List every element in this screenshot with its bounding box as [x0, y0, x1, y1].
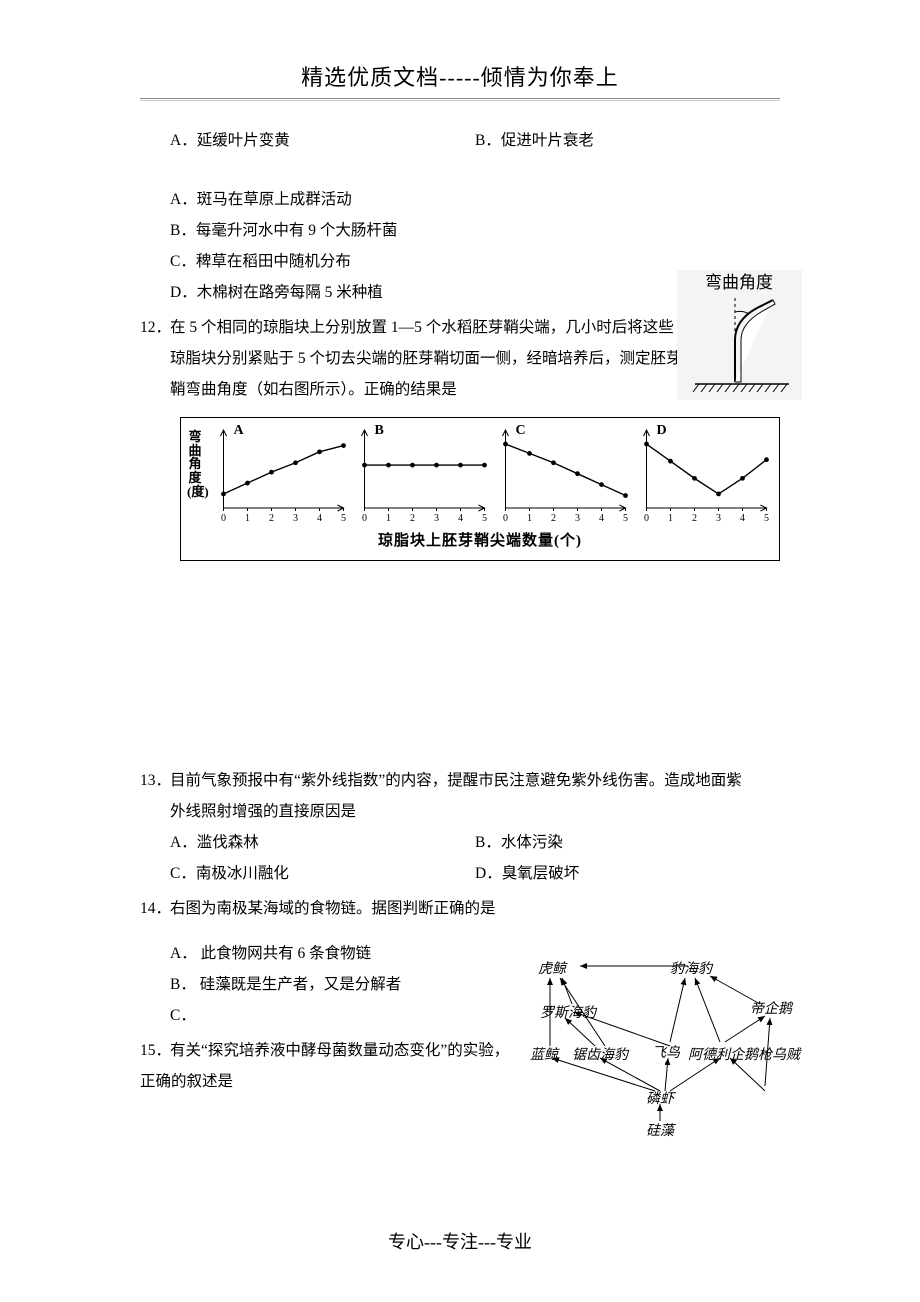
chart-panel-A: 0 1 2 3 4 5 A	[207, 424, 348, 524]
q15-num: 15．	[140, 1035, 170, 1066]
svg-text:3: 3	[716, 513, 721, 524]
fw-linxia: 磷虾	[646, 1088, 674, 1108]
svg-text:1: 1	[386, 513, 391, 524]
svg-text:5: 5	[482, 513, 487, 524]
fw-baohaibao: 豹海豹	[670, 958, 712, 978]
fw-diqie: 帝企鹅	[750, 998, 792, 1018]
svg-text:3: 3	[575, 513, 580, 524]
svg-text:0: 0	[503, 513, 508, 524]
q12-num: 12．	[140, 312, 170, 405]
svg-text:2: 2	[692, 513, 697, 524]
svg-text:0: 0	[362, 513, 367, 524]
svg-text:0: 0	[644, 513, 649, 524]
svg-text:4: 4	[317, 513, 322, 524]
q11-opt-b: B．每毫升河水中有 9 个大肠杆菌	[140, 215, 780, 246]
chart-panel-D: 0 1 2 3 4 5 D	[630, 424, 771, 524]
header-rule	[140, 98, 780, 101]
svg-text:4: 4	[458, 513, 463, 524]
svg-text:1: 1	[245, 513, 250, 524]
q10-opt-a: A．延缓叶片变黄	[170, 125, 475, 156]
fw-hujing: 虎鲸	[538, 958, 566, 978]
svg-text:1: 1	[668, 513, 673, 524]
fw-lanjing: 蓝鲸	[530, 1044, 558, 1064]
svg-text:3: 3	[434, 513, 439, 524]
svg-text:2: 2	[551, 513, 556, 524]
q13-num: 13．	[140, 765, 170, 889]
q13-opt-a: A．滥伐森林	[170, 827, 475, 858]
fw-adeli: 阿德利企鹅	[688, 1044, 758, 1064]
charts-figure: 弯曲角度(度) 0 1 2 3 4 5 A 0 1 2 3 4 5 B 0 1 2 3 4 5	[180, 417, 780, 561]
svg-text:D: D	[657, 424, 667, 438]
bend-label: 弯曲角度	[705, 273, 773, 292]
svg-text:A: A	[234, 424, 245, 438]
svg-text:5: 5	[623, 513, 628, 524]
q13-stem2: 外线照射增强的直接原因是	[170, 796, 780, 827]
svg-text:4: 4	[740, 513, 745, 524]
svg-text:3: 3	[293, 513, 298, 524]
q14-stem: 右图为南极某海域的食物链。据图判断正确的是	[170, 893, 780, 924]
q13: 13． 目前气象预报中有“紫外线指数”的内容，提醒市民注意避免紫外线伤害。造成地…	[140, 765, 780, 889]
q11-opt-a: A．斑马在草原上成群活动	[140, 184, 780, 215]
q10-options-row: A．延缓叶片变黄 B．促进叶片衰老	[140, 125, 780, 156]
chart-panel-B: 0 1 2 3 4 5 B	[348, 424, 489, 524]
svg-text:C: C	[516, 424, 526, 438]
svg-text:0: 0	[221, 513, 226, 524]
q13-opt-c: C．南极冰川融化	[170, 858, 475, 889]
charts-x-caption: 琼脂块上胚芽鞘尖端数量(个)	[189, 526, 771, 556]
svg-text:4: 4	[599, 513, 604, 524]
q15-stem1: 有关“探究培养液中酵母菌数量动态变化”的实验，	[170, 1042, 509, 1059]
svg-text:5: 5	[341, 513, 346, 524]
q13-opt-d: D．臭氧层破坏	[475, 858, 780, 889]
svg-text:2: 2	[410, 513, 415, 524]
bending-angle-figure: 弯曲角度	[677, 270, 802, 405]
svg-text:B: B	[375, 424, 384, 438]
fw-luosi: 罗斯海豹	[540, 1002, 596, 1022]
page-footer: 专心---专注---专业	[0, 1228, 920, 1254]
fw-feiniao: 飞鸟	[652, 1042, 680, 1062]
q13-opt-b: B．水体污染	[475, 827, 780, 858]
fw-guizao: 硅藻	[646, 1120, 674, 1140]
svg-text:1: 1	[527, 513, 532, 524]
charts-y-label: 弯曲角度(度)	[187, 430, 203, 498]
food-web-figure: 虎鲸 豹海豹 帝企鹅 罗斯海豹 蓝鲸 锯齿海豹 飞鸟 阿德利企鹅 枪乌贼 磷虾 …	[510, 946, 810, 1146]
q10-opt-b: B．促进叶片衰老	[475, 125, 780, 156]
fw-qiangwuzei: 枪乌贼	[758, 1044, 800, 1064]
q13-stem1: 目前气象预报中有“紫外线指数”的内容，提醒市民注意避免紫外线伤害。造成地面紫	[170, 765, 780, 796]
svg-text:5: 5	[764, 513, 769, 524]
chart-panel-C: 0 1 2 3 4 5 C	[489, 424, 630, 524]
q14-num: 14．	[140, 893, 170, 1031]
fw-juchi: 锯齿海豹	[572, 1044, 628, 1064]
svg-text:2: 2	[269, 513, 274, 524]
page-header: 精选优质文档-----倾情为你奉上	[140, 60, 780, 92]
